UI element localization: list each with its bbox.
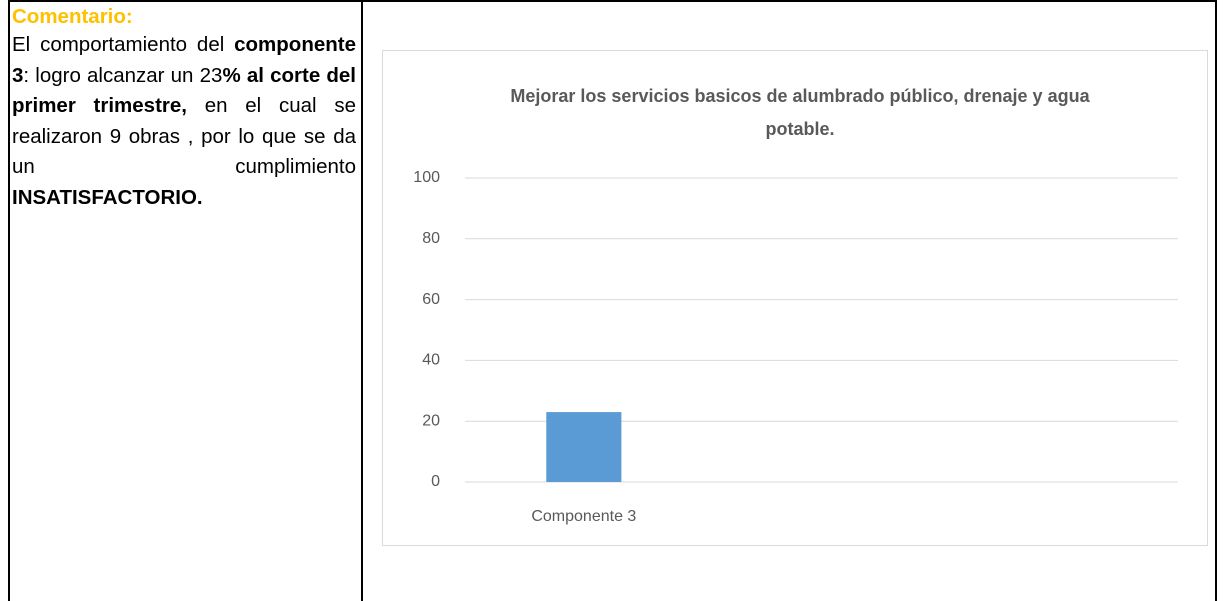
y-tick-label: 60 [422, 291, 440, 308]
comment-heading: Comentario: [12, 5, 133, 28]
column-divider [361, 0, 363, 601]
comment-run: % al corte del primer trimestre, [12, 63, 356, 118]
y-tick-label: 20 [422, 412, 440, 429]
comment-run: : logro alcanzar un 23 [23, 63, 223, 87]
comment-run: INSATISFACTORIO. [12, 185, 203, 209]
bar [546, 412, 622, 482]
table-border [8, 0, 1217, 601]
y-tick-label: 80 [422, 230, 440, 247]
comment-run: componente 3 [12, 33, 356, 87]
chart-frame [382, 50, 1208, 546]
x-tick-label: Componente 3 [531, 508, 636, 525]
comment-run: en el cual se realizaron 9 obras , por l… [12, 94, 356, 178]
chart-title: Mejorar los servicios basicos de alumbra… [510, 86, 1090, 139]
comment-body: El comportamiento del componente 3: logr… [12, 30, 356, 213]
y-tick-label: 0 [431, 473, 440, 490]
y-tick-label: 100 [413, 169, 440, 186]
comment-run: El comportamiento del [12, 33, 235, 56]
y-tick-label: 40 [422, 352, 440, 369]
comment-cell: Comentario: El comportamiento del compon… [12, 4, 356, 213]
